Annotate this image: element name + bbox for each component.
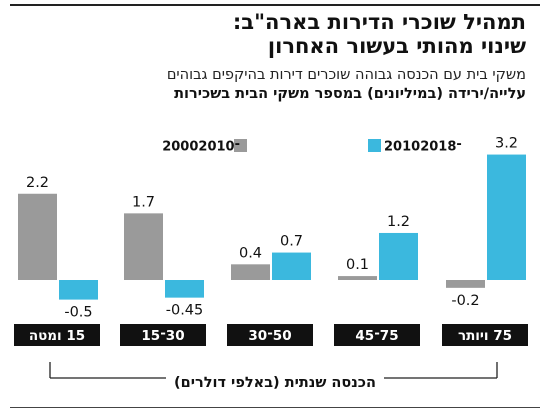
category-label-3: 75־45 (355, 328, 398, 344)
category-label-0: 15 ומטה (29, 328, 85, 344)
bar-2010-2018-3 (379, 232, 418, 280)
bar-2010-2018-0 (59, 280, 98, 300)
legend-swatch-2000-2010 (234, 139, 247, 152)
bottom-rule (10, 407, 540, 408)
legend-swatch-2010-2018 (368, 139, 381, 152)
bar-2000-2010-2 (231, 264, 270, 280)
category-label-2: 50־30 (248, 328, 291, 344)
bar-2000-2010-1 (124, 213, 163, 280)
value-label-2010-2018-4: 3.2 (495, 136, 518, 152)
category-box-2 (227, 324, 313, 346)
value-label-2010-2018-1: -0.45 (166, 303, 204, 319)
value-label-2000-2010-1: 1.7 (132, 194, 155, 210)
value-label-2010-2018-2: 0.7 (280, 234, 303, 250)
x-axis-label-wrap: הכנסה שנתית (באלפי דולרים) (0, 372, 550, 391)
value-label-2000-2010-0: 2.2 (26, 175, 49, 191)
title-line-2: שינוי מהותי בעשור האחרון (267, 34, 526, 58)
x-axis-label: הכנסה שנתית (באלפי דולרים) (166, 375, 384, 391)
value-label-2000-2010-2: 0.4 (239, 245, 262, 261)
category-label-4: 75 ויותר (458, 328, 512, 344)
category-box-1 (120, 324, 206, 346)
chart-title: תמהיל שוכרי הדירות בארה"ב: שינוי מהותי ב… (233, 10, 526, 58)
bar-2010-2018-1 (165, 280, 204, 298)
legend-label-2000-2010: 2000־2010 (162, 140, 240, 155)
bar-2010-2018-4 (487, 154, 526, 280)
value-label-2010-2018-0: -0.5 (64, 305, 92, 321)
bar-2000-2010-4 (446, 280, 485, 288)
measure-label: עלייה/ירידה (במיליונים) במספר משקי הבית … (174, 86, 526, 102)
legend-label-2010-2018: 2010־2018 (384, 140, 462, 155)
bar-2010-2018-2 (272, 252, 311, 280)
category-box-0 (14, 324, 100, 346)
value-label-2000-2010-4: -0.2 (451, 293, 479, 309)
title-line-1: תמהיל שוכרי הדירות בארה"ב: (232, 10, 526, 34)
bar-2000-2010-3 (338, 276, 377, 280)
top-rule (10, 4, 540, 6)
category-box-3 (334, 324, 420, 346)
category-box-4 (442, 324, 528, 346)
bar-2000-2010-0 (18, 193, 57, 280)
value-label-2010-2018-3: 1.2 (387, 214, 410, 230)
value-label-2000-2010-3: 0.1 (346, 257, 369, 273)
chart-subtitle: משקי בית עם הכנסה גבוהה שוכרים דירות בהי… (166, 67, 526, 83)
category-label-1: 30־15 (141, 328, 184, 344)
